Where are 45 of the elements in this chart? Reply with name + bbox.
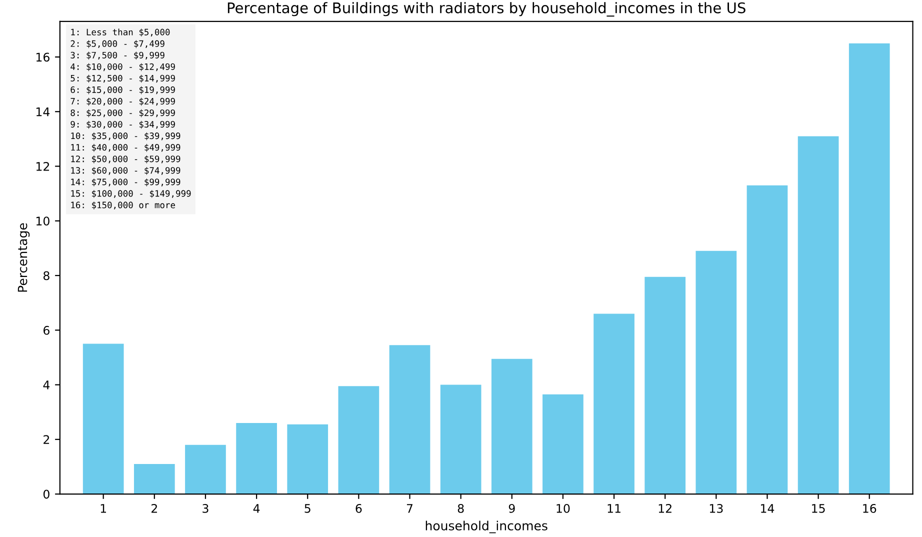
bar xyxy=(82,344,124,494)
bar xyxy=(236,423,277,494)
y-tick-label: 10 xyxy=(36,216,50,226)
x-tick-label: 12 xyxy=(658,504,672,513)
bar xyxy=(185,444,226,494)
x-tick-label: 9 xyxy=(508,504,515,513)
x-tick-label: 14 xyxy=(761,504,774,513)
y-tick-label: 16 xyxy=(36,52,50,62)
x-axis-title: household_incomes xyxy=(426,520,548,534)
bar xyxy=(644,276,686,494)
x-tick-label: 5 xyxy=(304,504,310,513)
x-tick-label: 7 xyxy=(406,504,412,513)
x-tick-label: 1 xyxy=(100,504,106,513)
x-tick-label: 11 xyxy=(608,504,620,513)
bar xyxy=(696,250,737,494)
x-tick-label: 13 xyxy=(710,504,723,513)
bar xyxy=(491,358,532,494)
y-tick-label: 4 xyxy=(43,380,50,390)
y-axis-title: Percentage xyxy=(18,223,30,292)
x-tick-label: 6 xyxy=(356,504,362,513)
bar xyxy=(287,424,328,494)
x-tick-label: 4 xyxy=(253,504,260,513)
x-tick-label: 2 xyxy=(152,504,157,513)
y-tick-label: 14 xyxy=(36,108,50,116)
x-tick-label: 16 xyxy=(863,504,876,513)
bar xyxy=(542,394,584,494)
text: 1: Less than $5,000 2: $5,000 - $7,499 3: $7,500 - $9,999 4: $10,000 - $12,499 5: $12,500 - $14,999 6: $15,000 - $19,999 7: $20,000 - $24,999 8: $25,000 - $29,999 9: $30,000 - $34,999 10: $35,000 - $39,999 11: $40,000 - $49,999 12: $50,000 - $59,999 13: $60,000 - $74,999 14: $75,000 - $99,999 15: $100,000 - $149,999 16: $150,000 or more xyxy=(70,28,191,210)
y-tick-label: 2 xyxy=(44,435,50,444)
x-tick-label: 10 xyxy=(556,504,570,513)
bar xyxy=(134,464,175,494)
bar xyxy=(594,314,634,494)
bar xyxy=(798,136,839,494)
bar xyxy=(848,43,890,494)
bar xyxy=(746,185,788,494)
bar xyxy=(338,386,380,494)
x-tick-label: 8 xyxy=(458,504,464,513)
y-tick-label: 8 xyxy=(43,271,50,280)
y-tick-label: 0 xyxy=(43,490,50,499)
bar xyxy=(440,384,482,494)
y-tick-label: 6 xyxy=(44,326,50,335)
x-tick-label: 15 xyxy=(812,504,825,513)
x-tick-label: 3 xyxy=(202,504,208,513)
chart-title: Percentage of Buildings with radiators by household_incomes in the US xyxy=(228,2,746,17)
bar xyxy=(389,345,430,494)
y-tick-label: 12 xyxy=(36,162,50,171)
